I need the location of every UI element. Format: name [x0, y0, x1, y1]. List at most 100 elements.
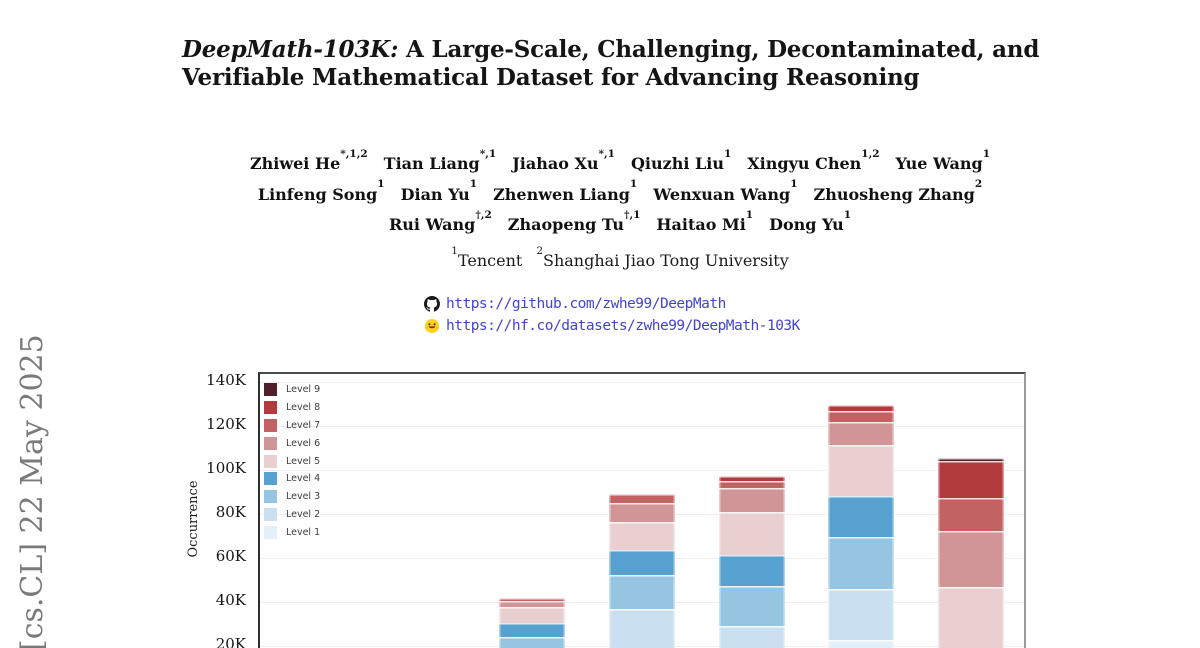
bar-segment-level-2	[718, 625, 785, 648]
legend-swatch-level-5	[264, 454, 277, 468]
bar-segment-level-1	[828, 639, 895, 648]
legend-row: Level 9	[264, 381, 320, 399]
legend-swatch-level-4	[264, 472, 277, 486]
legend-swatch-level-1	[264, 525, 277, 539]
bar-segment-level-7	[609, 493, 675, 503]
bar-segment-level-6	[938, 530, 1005, 587]
bar-segment-level-4	[828, 495, 895, 538]
bar-segment-level-3	[718, 585, 785, 626]
paper-title: DeepMath-103K: A Large-Scale, Challengin…	[182, 36, 1112, 92]
author-superscript: *,1,2	[340, 148, 368, 160]
ytick-label: 140K	[206, 371, 246, 389]
bar-segment-level-7	[938, 497, 1005, 531]
legend-swatch-level-9	[264, 383, 277, 397]
resource-links: https://github.com/zwhe99/DeepMath https:…	[424, 294, 800, 338]
bar-segment-level-5	[828, 444, 895, 496]
ytick-label: 20K	[215, 635, 246, 648]
affiliation-line: 1Tencent 2Shanghai Jiao Tong University	[140, 245, 1100, 271]
bar-segment-level-6	[828, 422, 895, 445]
legend-label: Level 6	[286, 437, 321, 449]
ytick-label: 80K	[215, 503, 246, 521]
author-name: Qiuzhi Liu1	[630, 148, 732, 174]
paper-title-line2: Verifiable Mathematical Dataset for Adva…	[182, 64, 920, 91]
legend-label: Level 3	[286, 491, 321, 503]
author-name: Dian Yu1	[400, 178, 478, 204]
author-line-2: Linfeng Song1 Dian Yu1 Zhenwen Liang1 Wenxu…	[140, 177, 1100, 207]
author-name: Yue Wang1	[895, 148, 991, 174]
legend-label: Level 9	[286, 384, 321, 396]
author-superscript: †,1	[623, 208, 641, 221]
bar-segment-level-4	[499, 623, 566, 637]
ytick-label: 60K	[215, 547, 246, 565]
author-superscript: †,2	[475, 208, 492, 221]
author-line-3: Rui Wang†,2 Zhaopeng Tu†,1 Haitao Mi1 Dong …	[140, 208, 1100, 238]
chart-ylabel-text: Occurrence	[186, 480, 201, 558]
author-name: Zhuosheng Zhang2	[813, 178, 983, 204]
legend-row: Level 7	[264, 417, 320, 435]
legend-label: Level 2	[286, 508, 321, 520]
legend-label: Level 5	[286, 455, 321, 467]
bar-segment-level-7	[499, 598, 566, 602]
ytick-label: 100K	[206, 459, 246, 477]
author-superscript: 1	[629, 178, 638, 191]
gridline-100K	[260, 470, 1024, 471]
legend-row: Level 8	[264, 399, 320, 417]
bar-segment-level-7	[828, 411, 895, 423]
author-superscript: 1	[469, 178, 478, 191]
bar-segment-level-9	[938, 457, 1005, 461]
author-superscript: 1	[982, 148, 991, 160]
legend-label: Level 7	[286, 419, 321, 431]
ytick-label: 40K	[215, 591, 246, 609]
bar-segment-level-8	[718, 475, 785, 481]
author-name: Linfeng Song1	[257, 178, 385, 204]
resource-link-row: https://hf.co/datasets/zwhe99/DeepMath-1…	[424, 316, 800, 336]
bar-segment-level-3	[499, 636, 566, 648]
author-line-1: Zhiwei He*,1,2 Tian Liang*,1 Jiahao Xu*,1 Q…	[140, 147, 1100, 177]
author-name: Zhenwen Liang1	[493, 178, 638, 204]
author-block: Zhiwei He*,1,2 Tian Liang*,1 Jiahao Xu*,1 Q…	[140, 147, 1100, 238]
author-name: Haitao Mi1	[656, 208, 754, 234]
legend-swatch-level-8	[264, 401, 277, 415]
author-superscript: *,1	[598, 148, 615, 160]
bar-segment-level-5	[609, 521, 675, 551]
bar-segment-level-5	[938, 587, 1005, 648]
author-superscript: 1	[745, 208, 754, 221]
resource-link[interactable]: https://github.com/zwhe99/DeepMath	[446, 296, 726, 312]
chart-legend: Level 9 Level 8 Level 7 Level 6 Level 5 Level…	[264, 381, 320, 541]
paper-title-line1: DeepMath-103K: A Large-Scale, Challengin…	[182, 36, 1112, 64]
bar-segment-level-8	[828, 405, 895, 412]
legend-row: Level 1	[264, 523, 320, 541]
ytick-label: 120K	[206, 415, 246, 433]
legend-label: Level 4	[286, 473, 321, 485]
affiliation-item: 1Tencent	[451, 245, 523, 271]
legend-swatch-level-6	[264, 436, 277, 450]
bar-segment-level-4	[609, 550, 675, 575]
legend-row: Level 6	[264, 434, 320, 452]
author-name: Zhaopeng Tu†,1	[507, 208, 641, 234]
bar-segment-level-6	[609, 502, 675, 522]
legend-swatch-level-7	[264, 418, 277, 432]
author-name: Wenxuan Wang1	[653, 178, 798, 204]
author-superscript: 2	[974, 178, 983, 191]
resource-link[interactable]: https://hf.co/datasets/zwhe99/DeepMath-1…	[446, 318, 800, 334]
bar-segment-level-3	[828, 537, 895, 589]
author-superscript: 1	[843, 208, 852, 221]
chart-plot-area	[258, 372, 1026, 648]
affiliation-item: 2Shanghai Jiao Tong University	[536, 245, 789, 271]
bar-segment-level-2	[609, 609, 675, 648]
author-name: Jiahao Xu*,1	[512, 148, 615, 174]
affiliation-superscript: 2	[536, 245, 543, 257]
author-superscript: 1,2	[861, 148, 880, 160]
legend-swatch-level-2	[264, 507, 277, 521]
huggingface-icon	[424, 318, 440, 334]
bar-segment-level-2	[828, 589, 895, 640]
bar-segment-level-5	[499, 606, 566, 624]
author-superscript: *,1	[479, 148, 497, 160]
author-name: Xingyu Chen1,2	[747, 148, 880, 174]
legend-swatch-level-3	[264, 490, 277, 504]
author-superscript: 1	[790, 178, 798, 191]
github-icon	[424, 296, 440, 312]
author-name: Dong Yu1	[769, 208, 852, 234]
author-name: Rui Wang†,2	[388, 208, 492, 234]
